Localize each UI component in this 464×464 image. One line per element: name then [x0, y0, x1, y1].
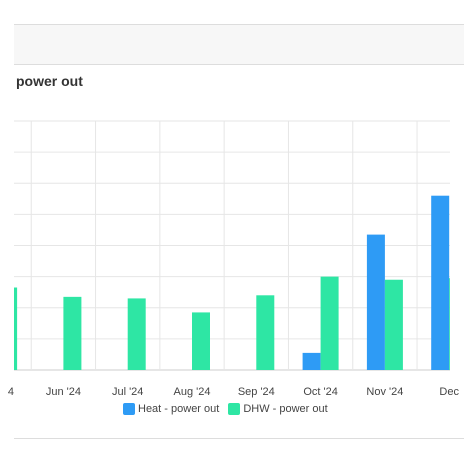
legend-swatch-dhw — [228, 403, 241, 415]
bar-heat-7[interactable] — [431, 195, 450, 370]
chart-bars — [0, 195, 464, 370]
bar-dhw-7[interactable] — [449, 278, 464, 370]
legend-label-heat: Heat - power out — [138, 403, 220, 415]
bar-dhw-4[interactable] — [256, 295, 275, 370]
bar-dhw-2[interactable] — [127, 298, 146, 370]
x-tick-label: Jul '24 — [112, 386, 143, 398]
legend-swatch-heat — [123, 403, 135, 415]
legend-item-heat[interactable]: Heat - power out — [123, 403, 219, 415]
x-tick-label: Jun '24 — [46, 386, 81, 398]
legend-item-dhw[interactable]: DHW - power out — [228, 403, 328, 415]
x-tick-label: Nov '24 — [366, 386, 403, 398]
legend-label-dhw: DHW - power out — [243, 403, 328, 415]
bar-dhw-1[interactable] — [63, 296, 82, 370]
x-tick-label: Oct '24 — [303, 386, 338, 398]
bar-dhw-3[interactable] — [192, 312, 210, 370]
x-tick-label: Aug '24 — [174, 386, 211, 398]
chart-legend: Heat - power out DHW - power out — [123, 403, 337, 415]
bar-dhw-6[interactable] — [384, 279, 403, 370]
panel-bottom-divider — [14, 438, 464, 439]
panel-title: power out — [16, 73, 83, 89]
bar-heat-6[interactable] — [366, 234, 385, 370]
x-axis-labels: 4 Jun '24 Jul '24 Aug '24 Sep '24 Oct '24 Nov … — [8, 386, 460, 398]
bar-dhw-5[interactable] — [320, 276, 339, 370]
bar-dhw-0[interactable] — [0, 287, 18, 370]
x-tick-label: Sep '24 — [238, 386, 275, 398]
x-tick-label: 4 — [8, 386, 14, 398]
panel-header-bar — [14, 24, 464, 65]
bar-heat-5[interactable] — [302, 352, 321, 370]
x-tick-label: Dec — [439, 386, 459, 398]
